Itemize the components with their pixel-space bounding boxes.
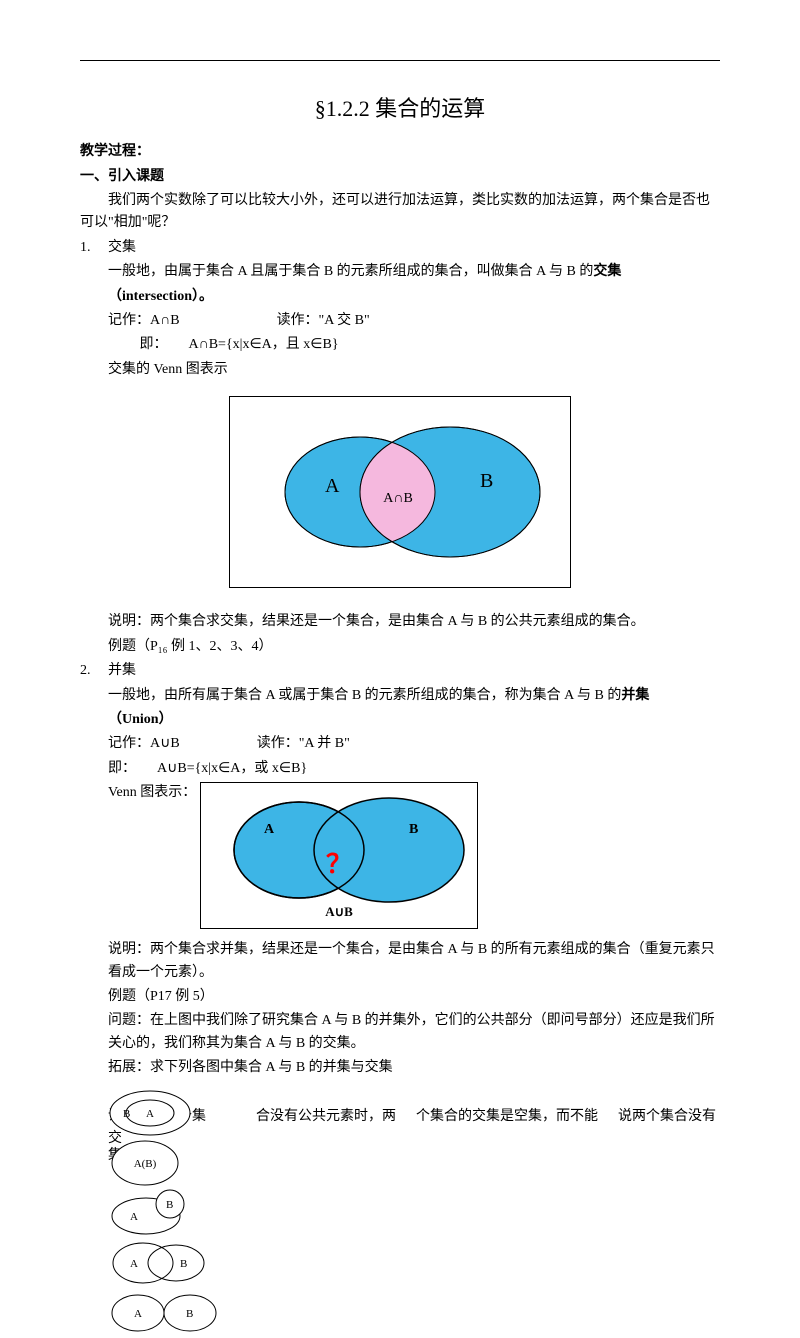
small-diagrams: B A A(B) A B A B A B	[108, 1088, 218, 1338]
item-1-num: 1.	[80, 237, 108, 259]
intersection-en: intersection	[122, 289, 192, 304]
venn-1-mid-label: A∩B	[383, 491, 413, 506]
venn-1-container: A B A∩B	[80, 396, 720, 596]
sv1-a: A	[146, 1108, 154, 1120]
item-2-num: 2.	[80, 660, 108, 682]
item-2-term-en: （Union）	[108, 709, 720, 731]
bn-3: 个集合的交集是空集，而不能	[416, 1109, 598, 1124]
venn-2-q: ？	[326, 850, 352, 879]
item-2-ie: 即： A∪B={x|x∈A，或 x∈B}	[108, 758, 720, 780]
ie-label-1: 即：	[140, 337, 168, 352]
small-venn-2: A(B)	[108, 1138, 183, 1188]
sv4-b: B	[180, 1258, 187, 1270]
venn-2-box: A B ？ A∪B	[200, 782, 478, 929]
item-2-example: 例题（P17 例 5）	[108, 986, 720, 1008]
item-1-notation: 记作：A∩B 读作："A 交 B"	[108, 310, 720, 332]
venn-1-svg: A B A∩B	[250, 412, 550, 572]
small-venn-1: B A	[108, 1088, 193, 1138]
ie-content-2: A∪B={x|x∈A，或 x∈B}	[157, 761, 307, 776]
ie-label-2: 即：	[108, 761, 136, 776]
sv5-b: B	[186, 1308, 193, 1320]
sv5-a: A	[134, 1308, 142, 1320]
item-1-term-en: （intersection）。	[108, 286, 720, 308]
item-1-def: 一般地，由属于集合 A 且属于集合 B 的元素所组成的集合，叫做集合 A 与 B…	[108, 261, 720, 283]
sv4-a: A	[130, 1258, 138, 1270]
item-1: 1. 交集	[80, 237, 720, 259]
small-venn-4: A B	[108, 1238, 208, 1288]
sv1-b: B	[123, 1108, 130, 1120]
sv3-a: A	[130, 1211, 138, 1223]
venn-2-a-label: A	[264, 822, 275, 837]
union-en: Union	[122, 712, 159, 727]
item-2-term: 并集	[621, 688, 649, 703]
venn-2-svg: A B ？ A∪B	[209, 788, 469, 923]
intro-text: 我们两个实数除了可以比较大小外，还可以进行加法运算，类比实数的加法运算，两个集合…	[80, 190, 720, 235]
sv2-ab: A(B)	[134, 1158, 157, 1170]
item-2-def: 一般地，由所有属于集合 A 或属于集合 B 的元素所组成的集合，称为集合 A 与…	[108, 685, 720, 707]
ie-content-1: A∩B={x|x∈A，且 x∈B}	[189, 337, 339, 352]
venn-1-box: A B A∩B	[229, 396, 571, 588]
item-2-ext: 拓展：求下列各图中集合 A 与 B 的并集与交集	[108, 1057, 720, 1079]
read-2: 读作："A 并 B"	[257, 736, 350, 751]
item-1-note: 说明：两个集合求交集，结果还是一个集合，是由集合 A 与 B 的公共元素组成的集…	[108, 611, 720, 633]
item-2-question: 问题：在上图中我们除了研究集合 A 与 B 的并集外，它们的公共部分（即问号部分…	[108, 1010, 720, 1055]
page-title: §1.2.2 集合的运算	[80, 91, 720, 126]
notation-1: 记作：A∩B	[108, 313, 180, 328]
item-1-def-text: 一般地，由属于集合 A 且属于集合 B 的元素所组成的集合，叫做集合 A 与 B…	[108, 264, 593, 279]
small-venn-5: A B	[108, 1288, 218, 1338]
intro-header: 一、引入课题	[80, 166, 720, 188]
item-2-def-text: 一般地，由所有属于集合 A 或属于集合 B 的元素所组成的集合，称为集合 A 与…	[108, 688, 621, 703]
item-1-term: 交集	[593, 264, 621, 279]
small-venn-3: A B	[108, 1188, 208, 1238]
top-rule	[80, 60, 720, 61]
item-2-name: 并集	[108, 660, 720, 682]
notation-2: 记作：A∪B	[108, 736, 180, 751]
item-1-ie: 即： A∩B={x|x∈A，且 x∈B}	[108, 334, 720, 356]
venn-label-2: Venn 图表示：	[108, 785, 196, 800]
item-1-name: 交集	[108, 237, 720, 259]
venn-2-row: Venn 图表示： A B ？ A∪B	[108, 782, 720, 929]
item-2-note: 说明：两个集合求并集，结果还是一个集合，是由集合 A 与 B 的所有元素组成的集…	[108, 939, 720, 984]
item-2-notation: 记作：A∪B 读作："A 并 B"	[108, 733, 720, 755]
process-header: 教学过程：	[80, 141, 720, 163]
sv3-b: B	[166, 1199, 173, 1211]
venn-2-b-label: B	[409, 822, 418, 837]
venn-2-bottom-label: A∪B	[325, 904, 353, 919]
venn-1-b-label: B	[480, 470, 493, 492]
venn-label-1: 交集的 Venn 图表示	[108, 359, 720, 381]
bn-2: 合没有公共元素时，两	[256, 1109, 396, 1124]
item-1-example: 例题（P₁₆ 例 1、2、3、4）	[108, 636, 720, 658]
item-2: 2. 并集	[80, 660, 720, 682]
read-1: 读作："A 交 B"	[277, 313, 370, 328]
venn-1-a-label: A	[325, 475, 340, 497]
bottom-row: 说明：当两个集合没有公共元素时，两个集合的交集是空集，而不能说两个集合没有交 B…	[108, 1088, 720, 1143]
